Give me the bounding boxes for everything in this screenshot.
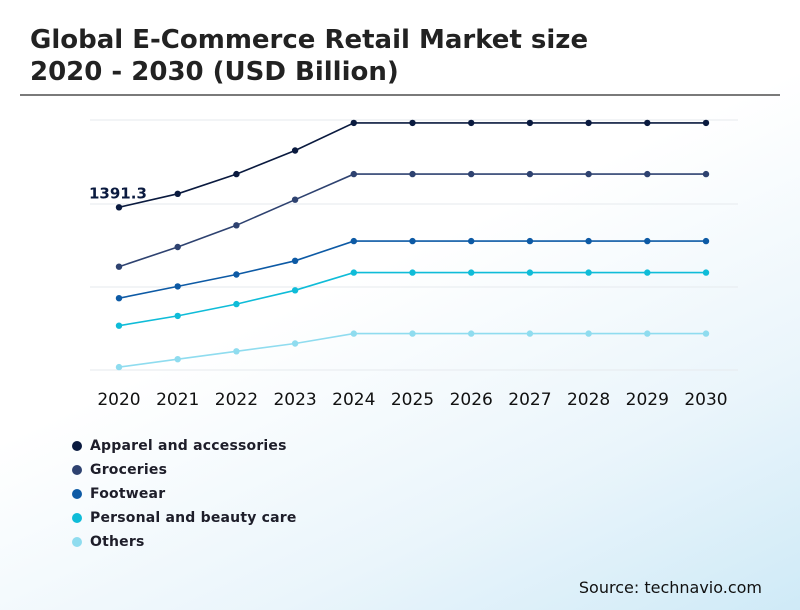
data-point-4-0 — [115, 363, 123, 371]
series-line-0 — [118, 122, 706, 209]
source-credit: Source: technavio.com — [578, 578, 762, 597]
legend-label-1: Groceries — [90, 462, 168, 478]
legend-swatch-1 — [72, 465, 82, 475]
data-point-1-9 — [644, 170, 651, 178]
legend-swatch-3 — [72, 513, 82, 523]
line-chart: 2020 2021 2022 2023 2024 2025 2026 2027 2028 2029… — [89, 119, 738, 410]
data-point-4-9 — [644, 330, 651, 337]
chart-title-line-2: 2020 - 2030 (USD Billion) — [30, 57, 399, 87]
data-point-2-7 — [526, 237, 534, 245]
data-point-2-5 — [409, 237, 416, 245]
data-point-0-3 — [291, 147, 299, 154]
data-point-4-1 — [174, 356, 181, 363]
data-point-3-1 — [174, 312, 181, 320]
legend-swatch-0 — [72, 441, 82, 451]
x-tick-label-0: 2020 — [97, 390, 140, 410]
data-point-2-10 — [702, 237, 710, 245]
x-tick-label-4: 2024 — [332, 390, 375, 410]
legend-label-0: Apparel and accessories — [90, 438, 287, 454]
data-point-1-2 — [233, 222, 240, 229]
title-divider — [20, 94, 780, 96]
data-point-0-10 — [702, 119, 710, 127]
data-point-2-3 — [291, 257, 299, 264]
data-point-2-2 — [233, 271, 240, 278]
data-point-2-1 — [174, 283, 181, 290]
data-point-2-9 — [644, 237, 651, 245]
data-point-3-4 — [350, 269, 357, 276]
data-point-3-6 — [468, 269, 475, 276]
data-point-0-6 — [468, 119, 475, 127]
legend-swatch-2 — [72, 489, 82, 499]
legend-item-0: Apparel and accessories — [72, 434, 297, 458]
x-tick-label-9: 2029 — [626, 390, 669, 410]
legend-label-2: Footwear — [90, 486, 166, 502]
data-point-3-0 — [115, 322, 123, 329]
data-point-0-8 — [585, 119, 592, 127]
data-point-3-9 — [644, 269, 651, 276]
x-tick-label-3: 2023 — [273, 390, 316, 410]
data-point-1-4 — [350, 170, 357, 178]
data-point-1-0 — [115, 263, 123, 270]
data-point-0-1 — [174, 190, 181, 197]
data-point-3-2 — [233, 300, 240, 308]
data-point-1-1 — [174, 243, 181, 251]
data-point-0-5 — [409, 119, 416, 127]
data-point-3-3 — [291, 287, 299, 294]
data-point-3-7 — [526, 269, 534, 276]
x-tick-label-1: 2021 — [156, 390, 199, 410]
data-point-0-4 — [350, 119, 357, 127]
data-point-1-3 — [291, 196, 299, 203]
series-line-1 — [118, 173, 706, 268]
chart-title: Global E-Commerce Retail Market size 202… — [30, 24, 588, 88]
legend-item-2: Footwear — [72, 482, 297, 506]
x-tick-label-8: 2028 — [567, 390, 610, 410]
data-point-3-5 — [409, 269, 416, 276]
data-point-0-9 — [644, 119, 651, 127]
data-point-1-7 — [526, 170, 534, 178]
data-point-4-10 — [702, 330, 710, 337]
data-point-4-8 — [585, 330, 592, 337]
data-point-1-8 — [585, 170, 592, 178]
data-point-4-4 — [350, 330, 357, 337]
x-tick-label-10: 2030 — [684, 390, 727, 410]
data-point-4-2 — [233, 348, 240, 355]
data-point-0-0 — [115, 204, 123, 211]
data-point-0-2 — [233, 170, 240, 178]
legend-item-3: Personal and beauty care — [72, 506, 297, 530]
x-tick-label-5: 2025 — [391, 390, 434, 410]
legend-label-4: Others — [90, 534, 145, 550]
data-point-1-5 — [409, 170, 416, 178]
chart-title-line-1: Global E-Commerce Retail Market size — [30, 25, 589, 55]
data-point-2-4 — [350, 237, 357, 245]
x-tick-label-7: 2027 — [508, 390, 551, 410]
data-point-1-10 — [702, 170, 710, 178]
data-point-2-8 — [585, 237, 592, 245]
series-line-4 — [118, 332, 706, 368]
data-point-3-8 — [585, 269, 592, 276]
data-point-4-6 — [468, 330, 475, 337]
data-point-1-6 — [468, 170, 475, 178]
legend-swatch-4 — [72, 537, 82, 547]
data-point-4-5 — [409, 330, 416, 337]
chart-legend: Apparel and accessories Groceries Footwear… — [72, 434, 297, 554]
data-label-0: 1391.3 — [89, 184, 147, 202]
x-tick-label-6: 2026 — [450, 390, 493, 410]
data-point-2-0 — [115, 295, 123, 302]
data-point-3-10 — [702, 269, 710, 276]
data-point-4-7 — [526, 330, 534, 337]
legend-item-1: Groceries — [72, 458, 297, 482]
data-point-2-6 — [468, 237, 475, 245]
legend-label-3: Personal and beauty care — [90, 510, 297, 526]
x-tick-label-2: 2022 — [215, 390, 258, 410]
data-point-4-3 — [291, 340, 299, 347]
legend-item-4: Others — [72, 530, 297, 554]
data-point-0-7 — [526, 119, 534, 127]
